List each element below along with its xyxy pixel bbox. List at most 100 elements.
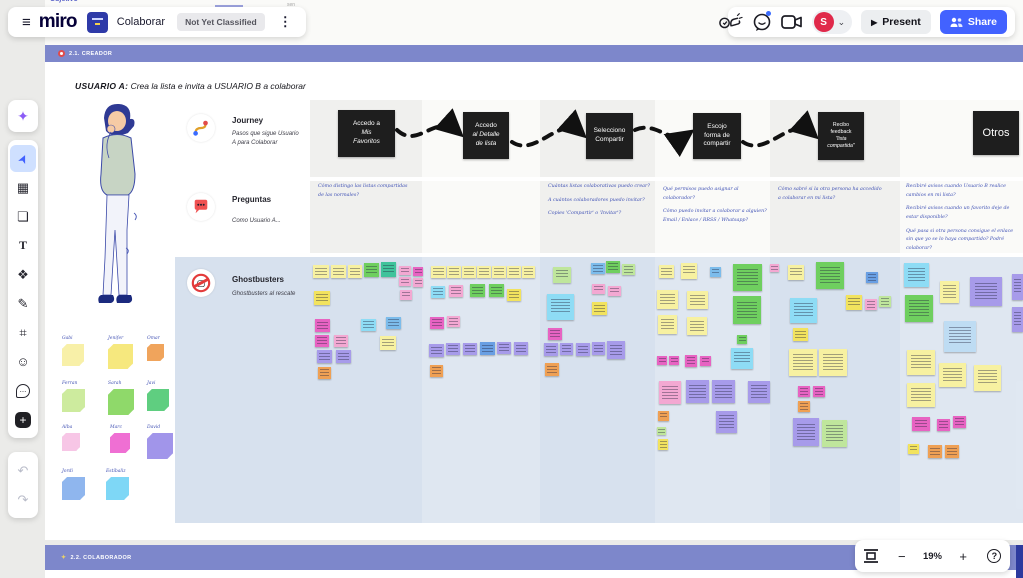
tool-ai-button[interactable]: ✦: [10, 103, 36, 130]
tool-text-button[interactable]: T: [10, 232, 36, 259]
miro-logo[interactable]: miro: [38, 11, 78, 32]
sticky-note[interactable]: [576, 343, 590, 356]
sticky-note[interactable]: [592, 302, 607, 315]
sticky-note[interactable]: [710, 267, 721, 277]
sticky-note[interactable]: [553, 267, 571, 283]
sticky-note[interactable]: [798, 401, 810, 412]
tool-undo-button[interactable]: ↶: [10, 457, 36, 484]
sticky-note[interactable]: [430, 365, 443, 377]
sticky-note[interactable]: [608, 286, 621, 296]
sticky-note[interactable]: [592, 342, 605, 355]
sticky-note[interactable]: [606, 261, 620, 273]
video-call-icon[interactable]: [780, 11, 803, 33]
frame-2-1-header[interactable]: 2.1. CREADOR: [45, 45, 1023, 62]
sticky-note[interactable]: [789, 349, 817, 376]
sticky-note[interactable]: [657, 427, 666, 435]
sticky-note[interactable]: [1012, 307, 1023, 332]
legend-color-chip[interactable]: [108, 344, 133, 369]
sticky-note[interactable]: [431, 266, 446, 278]
board-thumbnail-icon[interactable]: [86, 11, 108, 33]
sticky-note[interactable]: [658, 411, 669, 421]
fit-to-screen-button[interactable]: [861, 546, 881, 566]
tool-shapes-button[interactable]: ❖: [10, 261, 36, 288]
sticky-note[interactable]: [685, 355, 697, 367]
sticky-note[interactable]: [733, 264, 762, 291]
journey-step-card[interactable]: Accedo al Detalle de lista: [463, 112, 509, 159]
sticky-note[interactable]: [788, 265, 804, 280]
sticky-note[interactable]: [659, 381, 681, 404]
sticky-note[interactable]: [879, 296, 891, 307]
sticky-note[interactable]: [399, 266, 411, 275]
sticky-note[interactable]: [331, 265, 346, 278]
journey-step-card[interactable]: Selecciono Compartir: [586, 113, 633, 159]
sticky-note[interactable]: [737, 335, 747, 344]
sticky-note[interactable]: [658, 315, 677, 334]
sticky-note[interactable]: [681, 263, 697, 279]
present-button[interactable]: ▶ Present: [861, 10, 931, 34]
sticky-note[interactable]: [953, 416, 966, 428]
sticky-note[interactable]: [462, 266, 476, 278]
help-button[interactable]: ?: [984, 546, 1004, 566]
sticky-note[interactable]: [315, 335, 329, 347]
sticky-note[interactable]: [822, 420, 847, 447]
sticky-note[interactable]: [381, 262, 396, 277]
sticky-note[interactable]: [731, 348, 753, 369]
sticky-note[interactable]: [315, 319, 330, 332]
persona-illustration[interactable]: [76, 98, 160, 330]
sticky-note[interactable]: [446, 343, 460, 355]
sticky-note[interactable]: [430, 317, 444, 329]
sticky-note[interactable]: [348, 265, 362, 278]
legend-color-chip[interactable]: [62, 344, 84, 366]
question-text[interactable]: Cómo sabré si la otra persona ha accedid…: [778, 187, 882, 201]
sticky-note[interactable]: [974, 365, 1001, 391]
sticky-note[interactable]: [819, 349, 847, 376]
sticky-note[interactable]: [816, 262, 844, 289]
sticky-note[interactable]: [940, 281, 959, 303]
sticky-note[interactable]: [659, 265, 674, 278]
sticky-note[interactable]: [386, 317, 401, 329]
sticky-note[interactable]: [865, 299, 877, 310]
classification-badge[interactable]: Not Yet Classified: [177, 13, 265, 31]
main-menu-button[interactable]: ≡: [22, 13, 31, 31]
question-text[interactable]: Cuántas listas colaborativas puedo crear…: [548, 184, 650, 217]
sticky-note[interactable]: [607, 341, 625, 359]
sticky-note[interactable]: [748, 381, 770, 403]
legend-color-chip[interactable]: [147, 344, 164, 361]
legend-color-chip[interactable]: [147, 433, 173, 459]
sticky-note[interactable]: [669, 356, 679, 365]
sticky-note[interactable]: [904, 263, 929, 287]
sticky-note[interactable]: [970, 277, 1002, 306]
sticky-note[interactable]: [336, 350, 351, 363]
zoom-in-button[interactable]: +: [959, 548, 967, 564]
legend-color-chip[interactable]: [147, 389, 169, 411]
sticky-note[interactable]: [793, 418, 819, 446]
sticky-note[interactable]: [907, 383, 935, 407]
sticky-note[interactable]: [492, 266, 506, 278]
tool-frame-button[interactable]: ⌗: [10, 319, 36, 346]
sticky-note[interactable]: [716, 411, 737, 433]
sticky-note[interactable]: [429, 344, 444, 357]
sticky-note[interactable]: [317, 350, 332, 363]
sticky-note[interactable]: [449, 285, 463, 297]
legend-color-chip[interactable]: [110, 433, 130, 453]
sticky-note[interactable]: [318, 367, 331, 379]
tool-redo-button[interactable]: ↷: [10, 486, 36, 513]
chat-icon[interactable]: [752, 11, 772, 33]
legend-color-chip[interactable]: [108, 389, 134, 415]
sticky-note[interactable]: [560, 343, 573, 355]
ghostbusters-label-cell[interactable]: Ghostbusters Ghostbusters al rescate: [175, 257, 310, 327]
journey-label-cell[interactable]: Journey Pasos que sigue Usuario A para C…: [175, 100, 310, 177]
sticky-note[interactable]: [866, 272, 878, 283]
sticky-note[interactable]: [712, 380, 735, 403]
board-options-button[interactable]: ⋮: [278, 14, 292, 29]
sticky-note[interactable]: [507, 266, 521, 278]
question-text[interactable]: Cómo distingo las listas compartidas de …: [318, 184, 408, 198]
zoom-level[interactable]: 19%: [922, 550, 942, 562]
section-title[interactable]: USUARIO A: Crea la lista e invita a USUA…: [75, 81, 306, 91]
sticky-note[interactable]: [334, 335, 348, 347]
legend-color-chip[interactable]: [62, 477, 85, 500]
sticky-note[interactable]: [544, 343, 558, 356]
frame-2-2-header[interactable]: ✦ 2.2. COLABORADOR: [45, 545, 1016, 570]
user-avatar-menu[interactable]: S ⌄: [811, 10, 853, 34]
